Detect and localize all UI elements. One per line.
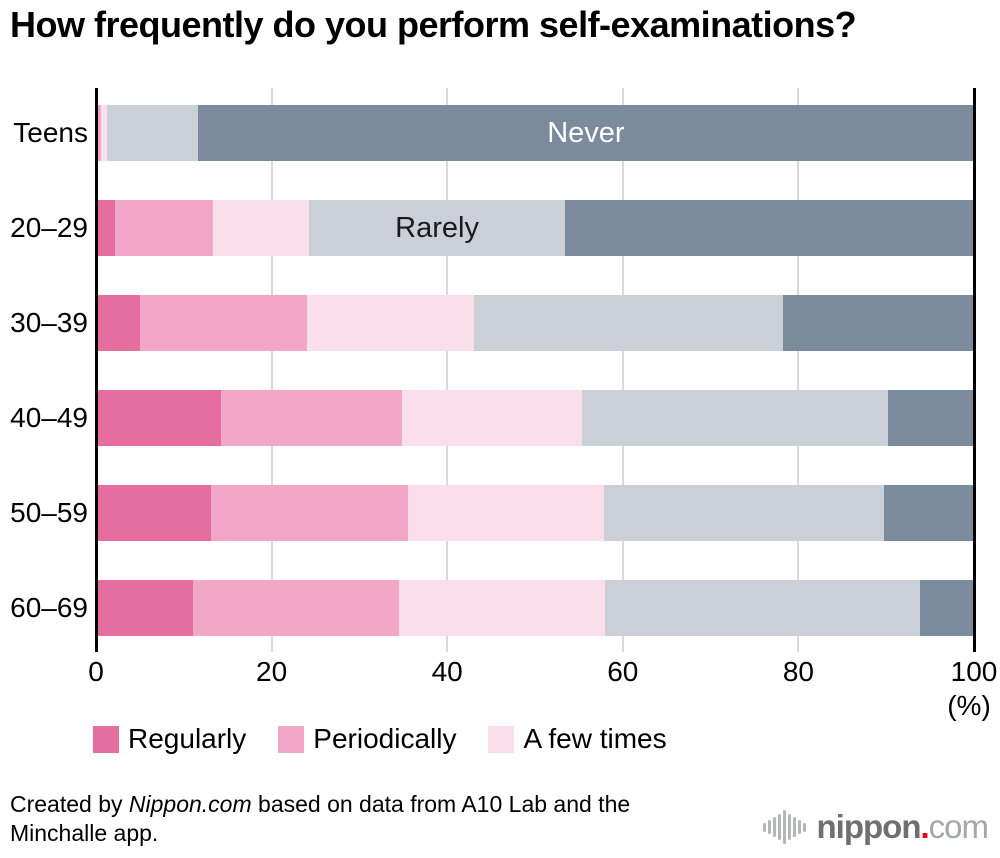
legend-item-regularly: Regularly xyxy=(93,723,246,755)
legend-label-periodically: Periodically xyxy=(313,723,457,754)
credit-text: Created by Nippon.com based on data from… xyxy=(10,790,710,848)
bar-segment-rarely xyxy=(605,580,920,636)
bar-segment-rarely xyxy=(581,390,888,446)
bar-segment-regularly xyxy=(96,580,194,636)
gridline-20 xyxy=(270,88,273,652)
legend-swatch-periodically xyxy=(278,725,305,753)
logo-nippon-text: nippon xyxy=(816,808,922,845)
bar-segment-never: Never xyxy=(197,105,974,161)
y-axis-label-50-59: 50–59 xyxy=(10,497,88,528)
legend-swatch-regularly xyxy=(93,725,119,753)
bar-segment-never xyxy=(883,485,974,541)
legend: Regularly Periodically A few times xyxy=(93,723,699,755)
bar-segment-periodically xyxy=(220,390,403,446)
logo-wordmark: nippon.com xyxy=(816,808,989,846)
bar-segment-periodically xyxy=(193,580,399,636)
y-axis-label-teens: Teens xyxy=(13,117,88,148)
bar-segment-a-few-times xyxy=(101,105,108,161)
legend-label-regularly: Regularly xyxy=(128,723,247,754)
axis-line-100 xyxy=(972,88,976,652)
gridline-60 xyxy=(621,88,624,652)
bar-row-60-69 xyxy=(96,580,974,636)
x-axis-unit-label: (%) xyxy=(947,690,991,721)
waveform-icon xyxy=(762,810,808,844)
x-axis-tick-label-0: 0 xyxy=(88,656,104,687)
x-axis-tick-label-100: 100 xyxy=(950,656,998,687)
bar-segment-rarely xyxy=(107,105,198,161)
legend-label-a-few-times: A few times xyxy=(523,723,667,754)
bar-segment-periodically xyxy=(139,295,307,351)
bar-segment-rarely xyxy=(604,485,884,541)
x-axis-tick-label-60: 60 xyxy=(607,656,639,687)
legend-swatch-a-few-times xyxy=(488,725,515,753)
x-axis-tick-label-40: 40 xyxy=(431,656,463,687)
x-axis-tick-label-20: 20 xyxy=(256,656,288,687)
x-axis-tick-label-80: 80 xyxy=(782,656,814,687)
gridline-80 xyxy=(797,88,800,652)
bar-segment-periodically xyxy=(115,200,213,256)
bar-segment-regularly xyxy=(96,295,140,351)
bar-segment-never xyxy=(919,580,974,636)
plot-area: Never Rarely xyxy=(94,88,976,652)
axis-line-0 xyxy=(94,88,98,652)
bar-row-50-59 xyxy=(96,485,974,541)
y-axis-label-60-69: 60–69 xyxy=(10,592,88,623)
credit-prefix: Created by xyxy=(10,791,129,817)
credit-suffix: based on data from A10 Lab and the Minch… xyxy=(10,791,631,846)
legend-item-a-few-times: A few times xyxy=(488,723,667,755)
bar-label-never: Never xyxy=(547,116,625,149)
logo-dot: . xyxy=(920,808,929,845)
bar-row-20-29: Rarely xyxy=(96,200,974,256)
bar-segment-periodically xyxy=(211,485,408,541)
logo-tld-text: com xyxy=(928,808,989,845)
y-axis-label-30-39: 30–39 xyxy=(10,307,88,338)
y-axis-label-40-49: 40–49 xyxy=(10,402,88,433)
bar-row-teens: Never xyxy=(96,105,974,161)
bar-segment-a-few-times xyxy=(306,295,475,351)
gridline-40 xyxy=(446,88,449,652)
credit-source: Nippon.com xyxy=(128,791,252,817)
legend-item-periodically: Periodically xyxy=(278,723,456,755)
nippon-logo: nippon.com xyxy=(762,804,989,850)
bar-segment-a-few-times xyxy=(212,200,310,256)
bar-segment-a-few-times xyxy=(407,485,605,541)
chart-title: How frequently do you perform self-exami… xyxy=(10,4,857,45)
bar-segment-regularly xyxy=(96,485,212,541)
bar-row-30-39 xyxy=(96,295,974,351)
bar-segment-periodically xyxy=(96,105,102,161)
bar-segment-rarely: Rarely xyxy=(309,200,565,256)
bar-segment-rarely xyxy=(474,295,784,351)
bar-segment-never xyxy=(783,295,974,351)
bar-row-40-49 xyxy=(96,390,974,446)
bar-segment-regularly xyxy=(96,390,221,446)
y-axis-label-20-29: 20–29 xyxy=(10,212,88,243)
bar-label-rarely: Rarely xyxy=(395,211,479,244)
bar-segment-regularly xyxy=(96,200,116,256)
bar-segment-never xyxy=(887,390,974,446)
bar-segment-a-few-times xyxy=(402,390,582,446)
bar-segment-never xyxy=(564,200,974,256)
bar-segment-a-few-times xyxy=(398,580,606,636)
